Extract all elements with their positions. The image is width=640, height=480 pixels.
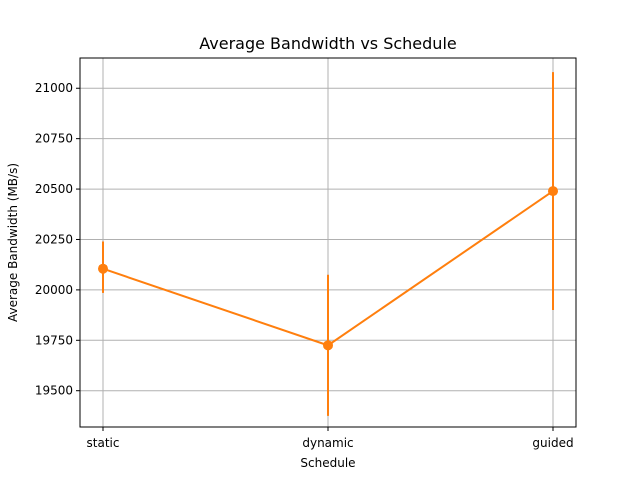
y-axis-label: Average Bandwidth (MB/s) <box>6 163 20 322</box>
y-tick-label: 19500 <box>35 384 73 398</box>
x-tick-label: guided <box>532 436 573 450</box>
plot-frame <box>79 57 577 428</box>
data-point <box>548 186 558 197</box>
plot-area <box>98 72 558 416</box>
y-tick-label: 20750 <box>35 132 73 146</box>
chart-title: Average Bandwidth vs Schedule <box>199 34 456 53</box>
x-tick-label: static <box>87 436 120 450</box>
y-tick-label: 20000 <box>35 283 73 297</box>
y-tick-label: 20250 <box>35 232 73 246</box>
x-tick-label: dynamic <box>302 436 353 450</box>
y-tick-label: 19750 <box>35 333 73 347</box>
ticks: static dynamic guided 19500 19750 20000 20250 2… <box>35 81 574 450</box>
x-axis-label: Schedule <box>300 456 355 470</box>
y-tick-label: 20500 <box>35 182 73 196</box>
data-point <box>98 263 108 274</box>
data-point <box>323 340 333 351</box>
y-tick-label: 21000 <box>35 81 73 95</box>
